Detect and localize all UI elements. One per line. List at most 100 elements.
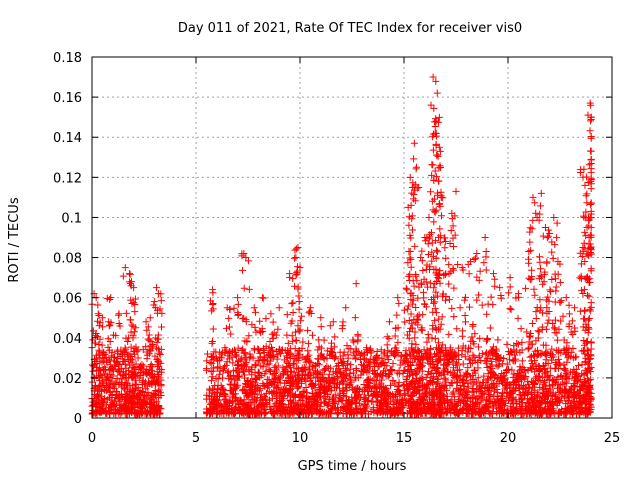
data-point — [112, 332, 120, 340]
data-point — [292, 337, 300, 345]
data-point — [377, 388, 385, 396]
data-point — [256, 349, 264, 357]
data-point — [373, 360, 381, 368]
data-point — [453, 378, 461, 386]
data-point — [150, 298, 158, 306]
data-point — [419, 381, 427, 389]
data-point — [404, 305, 412, 313]
data-point — [96, 409, 104, 417]
data-point — [402, 347, 410, 355]
data-point — [532, 308, 540, 316]
data-point — [565, 394, 573, 402]
data-point — [580, 347, 588, 355]
x-axis-label: GPS time / hours — [298, 459, 407, 474]
data-point — [123, 379, 131, 387]
data-point — [424, 240, 432, 248]
data-point — [242, 316, 250, 324]
data-point — [152, 392, 160, 400]
data-point — [541, 350, 549, 358]
data-point — [534, 334, 542, 342]
data-point — [273, 366, 281, 374]
data-point — [531, 393, 539, 401]
data-point — [228, 376, 236, 384]
data-point — [262, 367, 270, 375]
data-point — [284, 348, 292, 356]
data-point — [527, 330, 535, 338]
data-point — [486, 395, 494, 403]
data-point — [375, 381, 383, 389]
data-point — [489, 270, 497, 278]
data-point — [235, 357, 243, 365]
data-point — [514, 371, 522, 379]
data-point — [453, 372, 461, 380]
data-point — [268, 343, 276, 351]
data-point — [413, 184, 421, 192]
data-point — [461, 293, 469, 301]
data-point — [406, 173, 414, 181]
data-point — [89, 367, 97, 375]
y-axis-label: ROTI / TECUs — [7, 197, 22, 282]
data-point — [527, 352, 535, 360]
data-point — [441, 234, 449, 242]
data-point — [327, 364, 335, 372]
data-point — [429, 404, 437, 412]
data-point — [222, 361, 230, 369]
data-point — [342, 384, 350, 392]
data-point — [478, 350, 486, 358]
data-point — [100, 380, 108, 388]
data-point — [469, 351, 477, 359]
data-point — [398, 408, 406, 416]
data-point — [396, 361, 404, 369]
data-point — [446, 239, 454, 247]
data-point — [487, 293, 495, 301]
data-point — [363, 377, 371, 385]
data-point — [474, 374, 482, 382]
data-point — [207, 368, 215, 376]
data-point — [243, 377, 251, 385]
data-point — [450, 313, 458, 321]
data-point — [267, 310, 275, 318]
data-point — [377, 396, 385, 404]
data-point — [532, 315, 540, 323]
data-point — [546, 286, 554, 294]
data-point — [434, 191, 442, 199]
data-point — [552, 283, 560, 291]
data-point — [300, 400, 308, 408]
data-point — [565, 301, 573, 309]
data-point — [475, 354, 483, 362]
data-point — [445, 280, 453, 288]
data-point — [587, 345, 595, 353]
data-point — [422, 303, 430, 311]
data-point — [294, 322, 302, 330]
data-point — [430, 364, 438, 372]
data-point — [139, 377, 147, 385]
data-point — [321, 398, 329, 406]
data-point — [587, 113, 595, 121]
data-point — [407, 289, 415, 297]
data-point — [437, 355, 445, 363]
data-point — [506, 305, 514, 313]
y-tick-label: 0.06 — [53, 292, 82, 307]
data-point — [408, 183, 416, 191]
data-point — [587, 265, 595, 273]
data-point — [586, 307, 594, 315]
data-point — [154, 379, 162, 387]
data-point — [346, 365, 354, 373]
data-point — [587, 249, 595, 257]
data-point — [364, 378, 372, 386]
data-point — [449, 369, 457, 377]
data-point — [231, 384, 239, 392]
data-point — [553, 329, 561, 337]
data-point — [208, 353, 216, 361]
data-point — [385, 318, 393, 326]
data-point — [476, 267, 484, 275]
data-point — [489, 301, 497, 309]
data-point — [528, 275, 536, 283]
data-point — [507, 347, 515, 355]
data-point — [242, 400, 250, 408]
data-point — [583, 190, 591, 198]
data-point — [543, 234, 551, 242]
data-point — [437, 389, 445, 397]
data-point — [95, 383, 103, 391]
data-point — [340, 348, 348, 356]
